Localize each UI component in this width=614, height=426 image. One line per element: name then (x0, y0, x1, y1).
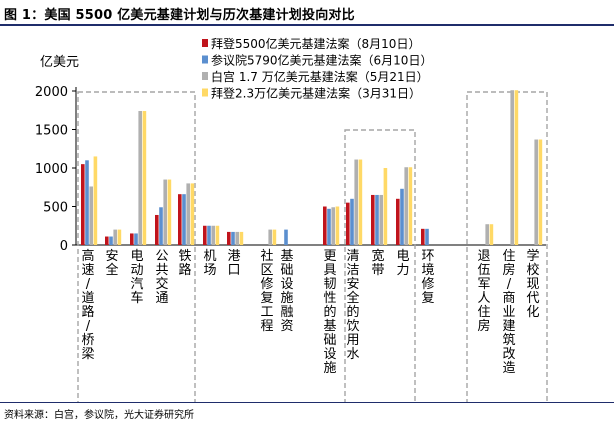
bar (268, 229, 272, 245)
bar (85, 160, 89, 245)
bar (93, 156, 98, 245)
bars (81, 90, 543, 246)
bar (105, 236, 109, 245)
y-tick-label: 1000 (35, 162, 68, 177)
bar (534, 139, 538, 245)
axes: 0 500 1000 1500 2000 (35, 85, 546, 254)
category-label: 高速/道路/桥梁 (81, 248, 94, 362)
bar (510, 90, 514, 245)
legend-label: 拜登2.3万亿美元基建法案（3月31日） (211, 86, 421, 101)
legend-swatch (202, 72, 208, 80)
bar (117, 229, 122, 245)
bar (231, 231, 235, 245)
bar (130, 233, 134, 245)
category-label: 更具韧性的基础设施 (323, 249, 336, 376)
bar (235, 231, 239, 245)
bar (113, 229, 117, 245)
bar (272, 229, 277, 245)
y-tick-label: 500 (43, 201, 68, 216)
legend-swatch (202, 88, 208, 97)
category-label: 宽带 (371, 248, 384, 278)
bar (354, 159, 358, 245)
bar (182, 194, 186, 245)
legend-swatch (202, 55, 208, 64)
legend-label: 白宫 1.7 万亿美元基建法案（5月21日） (211, 69, 429, 84)
bar (538, 139, 543, 245)
category-label: 港口 (227, 249, 240, 278)
bar (167, 179, 172, 245)
bar (485, 224, 489, 245)
source-divider (0, 402, 614, 403)
bar (142, 111, 147, 246)
category-label: 环境修复 (421, 249, 434, 306)
y-tick-label: 2000 (35, 85, 68, 100)
legend: 拜登5500亿美元基建法案（8月10日） 参议院5790亿美元基建法案（6月10日… (202, 36, 432, 101)
y-tick-label: 0 (60, 239, 68, 254)
bar (408, 167, 413, 245)
bar (350, 198, 354, 245)
bar (159, 207, 163, 245)
category-label: 基础设施融资 (280, 249, 293, 334)
legend-label: 参议院5790亿美元基建法案（6月10日） (211, 53, 432, 68)
bar (134, 233, 138, 245)
bar (383, 168, 388, 245)
bar (335, 206, 340, 245)
bar (81, 164, 85, 245)
category-label: 铁路 (178, 249, 191, 278)
legend-label: 拜登5500亿美元基建法案（8月10日） (211, 36, 420, 51)
group-box-housing-schools (466, 91, 548, 402)
category-label: 清洁安全的饮用水 (346, 249, 359, 362)
y-tick-label: 1500 (35, 124, 68, 139)
category-label: 学校现代化 (526, 248, 539, 320)
bar (514, 90, 519, 245)
bar (425, 228, 429, 245)
category-label: 电力 (396, 249, 409, 278)
category-label: 安全 (105, 249, 118, 278)
group-box-water-energy (344, 129, 416, 402)
bar (239, 231, 244, 245)
bar (379, 194, 383, 245)
category-label: 公共交通 (155, 249, 168, 306)
bar (489, 224, 494, 245)
group-box-transport (77, 91, 196, 402)
bar (327, 208, 331, 245)
category-label: 电动汽车 (130, 249, 143, 306)
bar (155, 214, 159, 245)
bar (331, 207, 335, 245)
bar (186, 183, 190, 245)
bar (284, 229, 288, 245)
bar (400, 188, 404, 245)
bar (396, 198, 400, 245)
bar (358, 159, 363, 245)
category-label: 社区修复工程 (260, 248, 273, 334)
legend-swatch (202, 39, 208, 47)
bar (227, 231, 231, 245)
bar-chart: 亿美元 0 500 1000 1500 2000 高速/道路/桥梁安全电动汽车公共交通铁… (35, 36, 548, 402)
source-note: 资料来源：白宫，参议院，光大证券研究所 (4, 410, 194, 421)
bar (89, 186, 93, 245)
bar (178, 194, 182, 245)
group-boxes (77, 91, 548, 402)
bar (215, 225, 220, 245)
category-label: 退伍军人住房 (477, 249, 490, 334)
bar (346, 202, 350, 245)
bar (163, 179, 167, 245)
y-axis-label: 亿美元 (40, 55, 79, 70)
bar (109, 236, 113, 245)
title-divider (0, 24, 614, 26)
bar (371, 194, 375, 245)
bar (323, 206, 327, 245)
category-label: 住房/商业建筑改造 (502, 249, 515, 376)
chart-title: 图 1：美国 5500 亿美元基建计划与历次基建计划投向对比 (4, 8, 355, 23)
bar (421, 228, 425, 245)
bar (207, 225, 211, 245)
bar (375, 194, 379, 245)
bar (404, 167, 408, 245)
bar (203, 225, 207, 245)
bar (190, 183, 195, 245)
category-label: 机场 (203, 249, 216, 278)
bar (211, 225, 215, 245)
bar (138, 111, 142, 246)
